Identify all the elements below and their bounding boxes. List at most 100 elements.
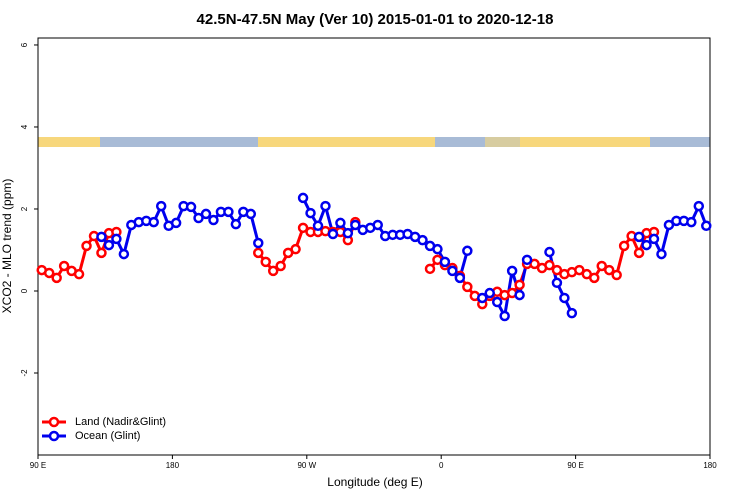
land-band — [258, 137, 435, 147]
data-point — [462, 245, 473, 257]
data-point — [641, 239, 652, 251]
ocean-band — [435, 137, 520, 147]
data-point — [656, 248, 667, 260]
data-point — [477, 292, 488, 304]
data-point — [499, 310, 510, 322]
data-point — [603, 264, 615, 276]
data-point — [118, 248, 130, 260]
x-tick-label: 0 — [439, 461, 444, 470]
land-band — [520, 137, 650, 147]
data-point — [417, 234, 428, 246]
data-point — [320, 200, 331, 212]
ocean-band — [650, 137, 710, 147]
data-point — [297, 192, 309, 204]
data-point — [223, 206, 234, 218]
land-band — [38, 137, 100, 147]
data-point — [111, 233, 122, 245]
plot-frame — [37, 37, 711, 456]
legend-label: Ocean (Glint) — [75, 430, 140, 442]
data-point — [514, 279, 525, 291]
data-point — [611, 269, 622, 281]
data-point — [305, 207, 316, 219]
data-point — [230, 218, 242, 230]
data-point — [103, 239, 115, 251]
x-tick-label: 90 E — [30, 461, 46, 470]
data-point — [506, 265, 518, 277]
data-point — [693, 200, 705, 212]
data-point — [253, 247, 264, 259]
x-tick-label: 180 — [703, 461, 717, 470]
data-point — [297, 222, 309, 234]
x-tick-label: 90 E — [567, 461, 583, 470]
data-point — [618, 240, 630, 252]
data-point — [462, 281, 473, 293]
data-point — [551, 264, 563, 276]
data-point — [454, 272, 466, 284]
data-point — [342, 227, 354, 239]
data-point — [170, 217, 182, 229]
data-point — [312, 220, 324, 232]
y-tick-label: 2 — [20, 206, 29, 211]
data-point — [596, 260, 607, 272]
y-tick-label: 0 — [20, 288, 29, 293]
data-point — [208, 214, 219, 226]
data-point — [439, 256, 451, 268]
data-point — [327, 228, 339, 240]
data-point — [58, 260, 70, 272]
land-band — [485, 137, 520, 147]
data-point — [73, 268, 85, 280]
land-ocean-strip — [38, 137, 710, 147]
legend-swatch-marker — [48, 430, 60, 442]
series-line — [100, 197, 708, 318]
data-point — [253, 237, 264, 249]
data-point — [648, 233, 660, 245]
data-point — [148, 216, 159, 228]
data-point — [566, 307, 578, 319]
data-point — [574, 264, 585, 276]
data-point — [544, 246, 555, 258]
data-point — [544, 259, 555, 271]
data-point — [663, 219, 675, 231]
data-point — [633, 247, 645, 259]
data-point — [424, 263, 436, 275]
data-point — [521, 254, 533, 266]
data-point — [51, 272, 62, 284]
x-axis-label: Longitude (deg E) — [327, 475, 422, 489]
y-axis-label: XCO2 - MLO trend (ppm) — [0, 179, 14, 314]
ocean-band — [100, 137, 258, 147]
data-point — [447, 265, 458, 277]
data-point — [193, 212, 204, 224]
x-tick-label: 90 W — [297, 461, 316, 470]
data-point — [529, 258, 540, 270]
data-point — [200, 208, 212, 220]
x-tick-label: 180 — [166, 461, 180, 470]
data-point — [267, 265, 279, 277]
data-point — [275, 260, 286, 272]
data-point — [686, 216, 697, 228]
data-point — [290, 243, 301, 255]
y-tick-label: 4 — [20, 124, 29, 129]
data-point — [372, 219, 383, 231]
data-point — [514, 289, 525, 301]
legend-label: Land (Nadir&Glint) — [75, 416, 166, 428]
data-point — [633, 231, 645, 243]
data-point — [81, 240, 92, 252]
legend-swatch-marker — [48, 416, 60, 428]
chart-title: 42.5N-47.5N May (Ver 10) 2015-01-01 to 2… — [197, 11, 554, 28]
data-point — [350, 219, 361, 231]
data-point — [245, 208, 257, 220]
y-tick-label: 6 — [20, 42, 29, 47]
data-point — [96, 247, 107, 259]
data-point — [484, 287, 495, 299]
data-point — [335, 217, 346, 229]
data-point — [701, 220, 712, 232]
data-point — [589, 272, 600, 284]
data-point — [491, 296, 503, 308]
data-point — [185, 201, 197, 213]
data-point — [96, 231, 107, 243]
data-point — [432, 243, 443, 255]
data-point — [551, 277, 563, 289]
data-point — [43, 267, 55, 279]
